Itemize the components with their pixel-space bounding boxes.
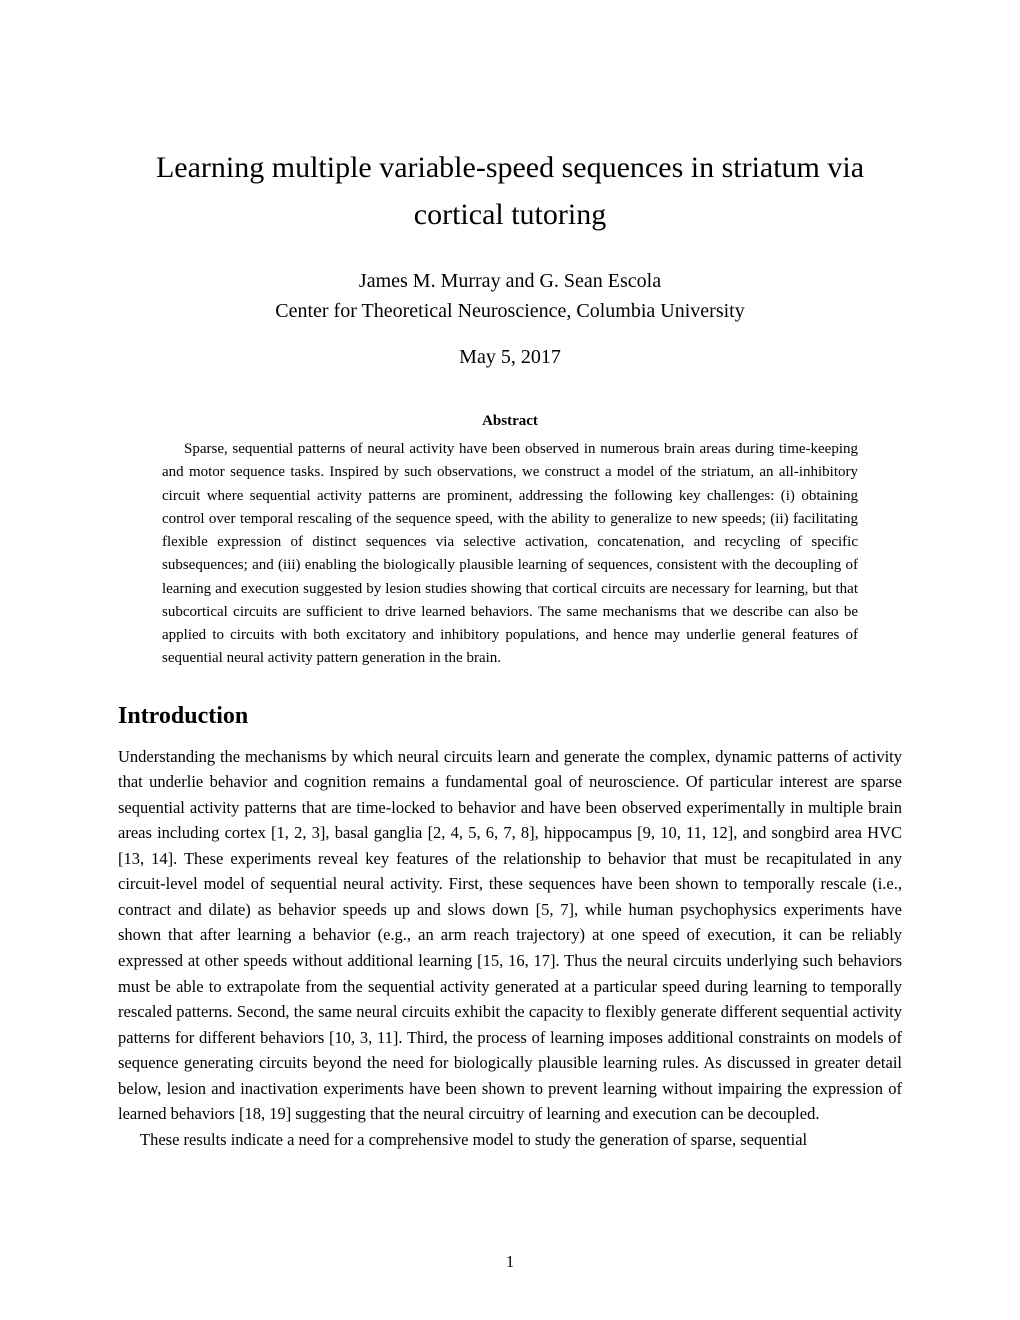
section-heading-introduction: Introduction [118,703,902,730]
body-paragraph: Understanding the mechanisms by which ne… [118,744,902,1127]
affiliation-line: Center for Theoretical Neuroscience, Col… [118,296,902,326]
body-paragraph: These results indicate a need for a comp… [118,1127,902,1153]
authors-line: James M. Murray and G. Sean Escola [118,266,902,296]
paper-date: May 5, 2017 [118,346,902,369]
abstract-text: Sparse, sequential patterns of neural ac… [162,441,858,666]
paper-title: Learning multiple variable-speed sequenc… [118,145,902,238]
abstract-body: Sparse, sequential patterns of neural ac… [118,438,902,671]
page-number: 1 [0,1252,1020,1272]
paper-authors: James M. Murray and G. Sean Escola Cente… [118,266,902,326]
abstract-heading: Abstract [118,413,902,430]
